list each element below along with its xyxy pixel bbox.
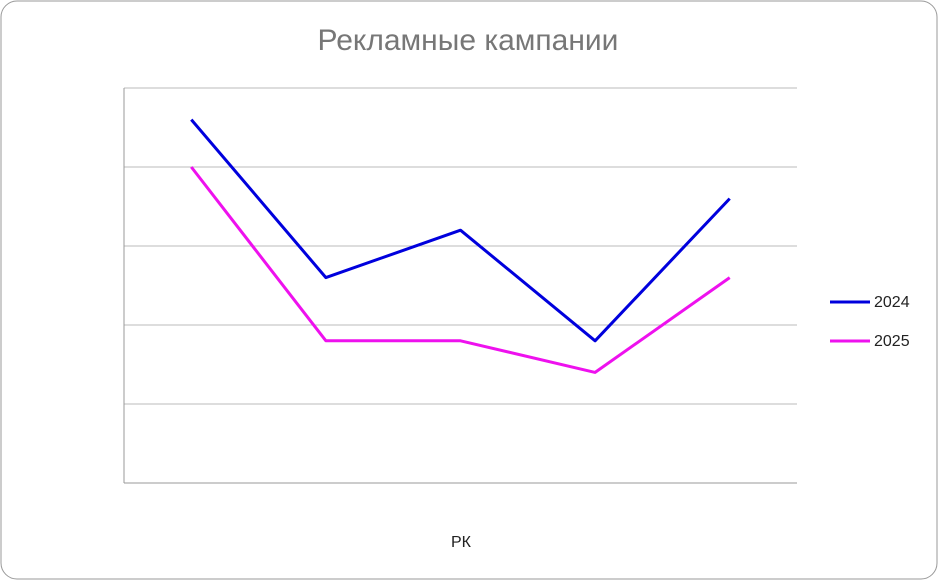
chart-title: Рекламные кампании xyxy=(318,24,619,57)
legend-label: 2025 xyxy=(874,333,910,350)
data-line xyxy=(190,166,731,374)
legend-label: 2024 xyxy=(874,294,910,311)
data-line xyxy=(190,118,731,343)
x-axis-label: РК xyxy=(451,534,472,551)
